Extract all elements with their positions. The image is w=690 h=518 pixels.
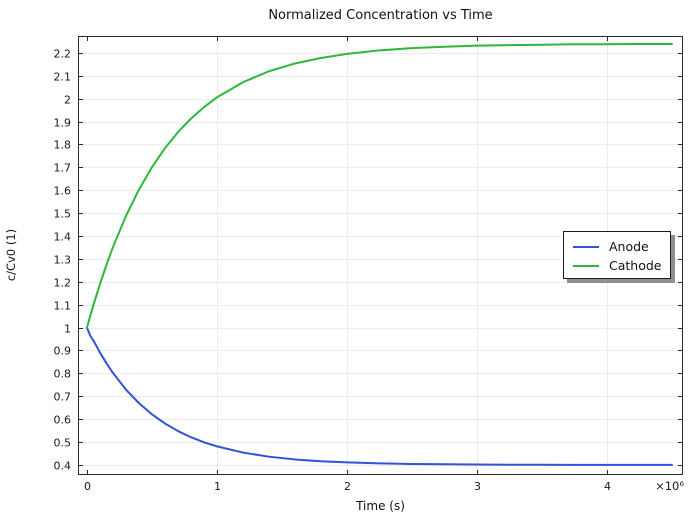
cathode-curve [85,43,673,329]
y-tick-label: 2.1 [54,71,72,84]
y-tick-label: 1.4 [54,231,72,244]
x-tick-label: 1 [214,480,221,493]
y-tick-label: 1.5 [54,208,72,221]
x-tick-label: 3 [474,480,481,493]
anode-curve [85,326,673,466]
legend-label-cathode: Cathode [609,258,662,273]
y-tick-label: 0.7 [54,391,72,404]
y-axis-label: c/Cv0 (1) [4,228,18,282]
plot-border [78,36,683,475]
y-tick-label: 0.4 [54,460,72,473]
legend-box: Anode Cathode [563,231,671,279]
y-tick-label: 2.2 [54,48,72,61]
anode-line-swatch [573,245,599,248]
x-axis-label: Time (s) [356,499,405,513]
y-tick-label: 2 [64,94,71,107]
legend-label-anode: Anode [609,239,649,254]
y-tick-label: 0.5 [54,437,72,450]
cathode-line-swatch [573,264,599,267]
y-tick-label: 1.7 [54,162,72,175]
y-tick-label: 1.2 [54,277,72,290]
x-axis-exponent-label: ×10⁶ [655,479,684,493]
y-tick-label: 0.6 [54,414,72,427]
x-tick-label: 2 [344,480,351,493]
y-tick-label: 1.1 [54,300,72,313]
y-tick-label: 1.9 [54,117,72,130]
y-tick-label: 0.8 [54,368,72,381]
y-tick-label: 1 [64,323,71,336]
x-tick-label: 0 [84,480,91,493]
chart-title: Normalized Concentration vs Time [268,8,493,23]
y-tick-label: 1.3 [54,254,72,267]
x-tick-label: 4 [604,480,611,493]
y-tick-label: 1.8 [54,139,72,152]
legend-item-anode: Anode [573,237,662,256]
legend-item-cathode: Cathode [573,256,662,275]
y-tick-label: 0.9 [54,345,72,358]
y-tick-label: 1.6 [54,185,72,198]
